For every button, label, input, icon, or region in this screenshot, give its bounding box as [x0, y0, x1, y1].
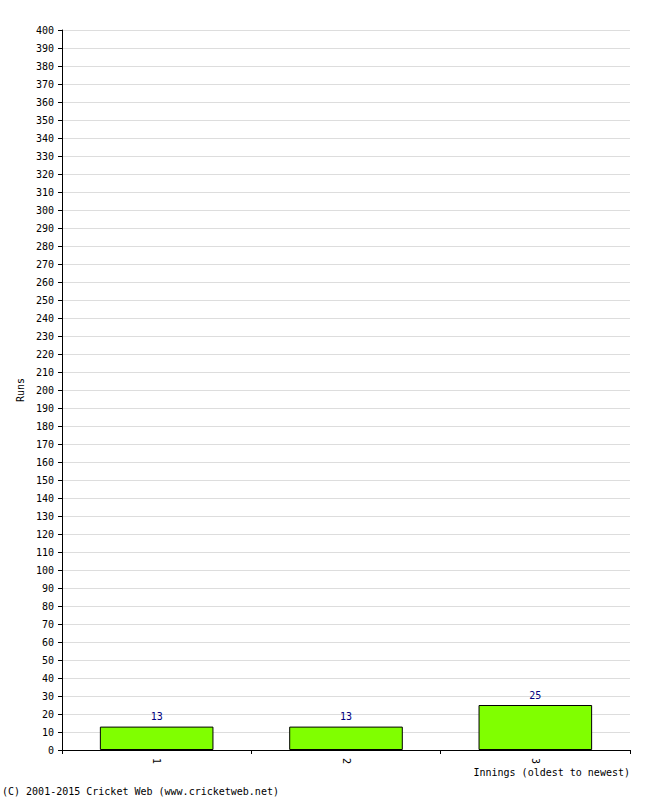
- svg-text:130: 130: [36, 511, 54, 522]
- svg-text:400: 400: [36, 25, 54, 36]
- svg-text:110: 110: [36, 547, 54, 558]
- svg-text:330: 330: [36, 151, 54, 162]
- svg-text:150: 150: [36, 475, 54, 486]
- svg-text:180: 180: [36, 421, 54, 432]
- svg-text:360: 360: [36, 97, 54, 108]
- svg-text:230: 230: [36, 331, 54, 342]
- svg-text:300: 300: [36, 205, 54, 216]
- svg-text:190: 190: [36, 403, 54, 414]
- svg-text:160: 160: [36, 457, 54, 468]
- svg-text:240: 240: [36, 313, 54, 324]
- svg-text:320: 320: [36, 169, 54, 180]
- svg-text:120: 120: [36, 529, 54, 540]
- svg-text:370: 370: [36, 79, 54, 90]
- svg-text:13: 13: [340, 711, 352, 722]
- svg-text:290: 290: [36, 223, 54, 234]
- svg-text:Runs: Runs: [15, 378, 26, 402]
- svg-text:60: 60: [42, 637, 54, 648]
- svg-text:20: 20: [42, 709, 54, 720]
- svg-text:25: 25: [529, 690, 541, 701]
- svg-text:170: 170: [36, 439, 54, 450]
- svg-text:40: 40: [42, 673, 54, 684]
- svg-text:30: 30: [42, 691, 54, 702]
- svg-text:1: 1: [151, 758, 162, 764]
- svg-text:270: 270: [36, 259, 54, 270]
- svg-text:310: 310: [36, 187, 54, 198]
- svg-text:13: 13: [151, 711, 163, 722]
- svg-text:350: 350: [36, 115, 54, 126]
- svg-text:80: 80: [42, 601, 54, 612]
- svg-text:210: 210: [36, 367, 54, 378]
- svg-text:(C) 2001-2015 Cricket Web (www: (C) 2001-2015 Cricket Web (www.cricketwe…: [2, 786, 279, 797]
- svg-text:260: 260: [36, 277, 54, 288]
- svg-text:280: 280: [36, 241, 54, 252]
- svg-text:390: 390: [36, 43, 54, 54]
- svg-text:340: 340: [36, 133, 54, 144]
- svg-text:90: 90: [42, 583, 54, 594]
- svg-text:2: 2: [341, 758, 352, 764]
- svg-text:100: 100: [36, 565, 54, 576]
- svg-text:220: 220: [36, 349, 54, 360]
- svg-text:140: 140: [36, 493, 54, 504]
- svg-text:70: 70: [42, 619, 54, 630]
- svg-text:Innings (oldest to newest): Innings (oldest to newest): [473, 767, 630, 778]
- svg-text:3: 3: [530, 758, 541, 764]
- svg-text:200: 200: [36, 385, 54, 396]
- svg-text:380: 380: [36, 61, 54, 72]
- svg-text:250: 250: [36, 295, 54, 306]
- svg-text:50: 50: [42, 655, 54, 666]
- svg-text:10: 10: [42, 727, 54, 738]
- svg-text:0: 0: [48, 745, 54, 756]
